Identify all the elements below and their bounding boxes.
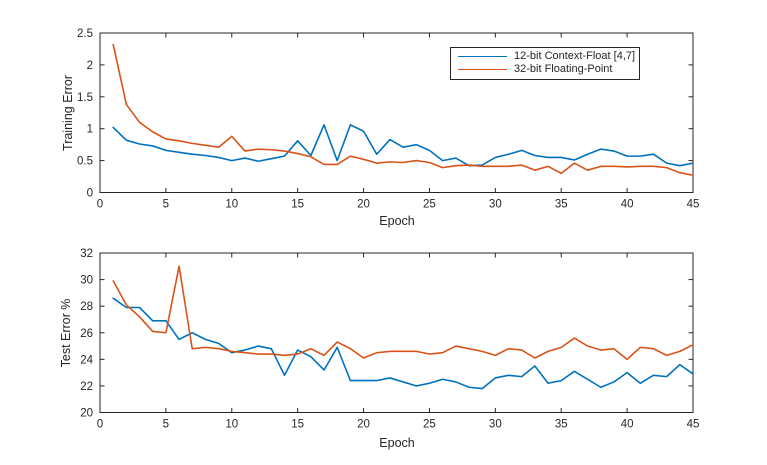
x-tick-label: 20 (357, 199, 370, 211)
series-line-floating-point (112, 43, 694, 177)
y-tick-label: 2.5 (77, 28, 93, 40)
y-tick-label: 30 (80, 275, 93, 287)
x-tick-label: 10 (225, 199, 238, 211)
y-tick-label: 1 (87, 124, 93, 136)
y-tick-label: 32 (80, 248, 93, 260)
x-tick-label: 5 (163, 199, 169, 211)
y-tick-label: 20 (80, 408, 93, 420)
x-tick-label: 10 (225, 419, 238, 431)
legend-line-sample-blue (458, 56, 507, 57)
legend-line-sample-orange (458, 69, 507, 70)
series-line-context-float (112, 124, 694, 167)
x-tick-label: 0 (97, 419, 103, 431)
series-line-floating-point (112, 265, 694, 361)
x-tick-label: 30 (489, 419, 502, 431)
series-line-context-float (112, 297, 694, 390)
x-tick-label: 45 (687, 199, 700, 211)
legend-label: 32-bit Floating-Point (514, 63, 613, 75)
x-tick-label: 35 (555, 419, 568, 431)
legend-label: 12-bit Context-Float [4,7] (514, 50, 636, 62)
x-tick-label: 30 (489, 199, 502, 211)
y-tick-label: 24 (80, 354, 93, 366)
y-tick-label: 0.5 (77, 156, 93, 168)
x-tick-label: 40 (621, 199, 634, 211)
y-tick-label: 1.5 (77, 92, 93, 104)
x-tick-label: 15 (291, 419, 304, 431)
y-tick-label: 28 (80, 301, 93, 313)
x-tick-label: 25 (423, 199, 436, 211)
x-tick-label: 40 (621, 419, 634, 431)
axes-2: 0 5 10 15 20 25 30 35 40 45 20 22 24 26 28 30 32 (80, 248, 699, 431)
y-tick-label: 0 (87, 188, 93, 200)
bottom-xlabel: Epoch (379, 436, 415, 450)
x-tick-label: 20 (357, 419, 370, 431)
legend-entry: 12-bit Context-Float [4,7] (458, 50, 639, 63)
x-tick-label: 5 (163, 419, 169, 431)
top-xlabel: Epoch (379, 214, 415, 228)
axes-box (99, 32, 694, 193)
legend: 12-bit Context-Float [4,7] 32-bit Floati… (450, 47, 640, 80)
x-tick-label: 15 (291, 199, 304, 211)
x-tick-label: 35 (555, 199, 568, 211)
y-tick-label: 26 (80, 328, 93, 340)
y-tick-label: 2 (87, 60, 93, 72)
x-tick-label: 25 (423, 419, 436, 431)
top-ylabel: Training Error (61, 75, 75, 151)
axes-1: 0 5 10 15 20 25 30 35 40 45 0 0.5 1 1.5 2 2.5 (77, 28, 699, 211)
x-tick-label: 45 (687, 419, 700, 431)
x-tick-label: 0 (97, 199, 103, 211)
y-tick-label: 22 (80, 381, 93, 393)
bottom-ylabel: Test Error % (59, 298, 73, 368)
legend-entry: 32-bit Floating-Point (458, 63, 639, 76)
